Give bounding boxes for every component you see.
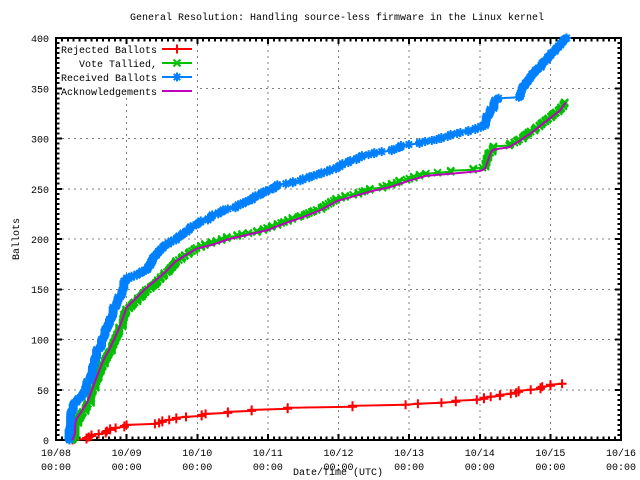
svg-text:400: 400 — [31, 35, 49, 46]
svg-text:10/11: 10/11 — [253, 448, 283, 460]
svg-text:50: 50 — [37, 387, 49, 398]
svg-text:150: 150 — [31, 286, 49, 297]
svg-text:00:00: 00:00 — [182, 463, 212, 474]
svg-text:250: 250 — [31, 186, 49, 197]
svg-text:10/16: 10/16 — [606, 448, 636, 460]
svg-text:00:00: 00:00 — [253, 463, 283, 474]
svg-text:00:00: 00:00 — [112, 463, 142, 474]
svg-text:General Resolution: Handling s: General Resolution: Handling source-less… — [130, 12, 544, 24]
svg-text:00:00: 00:00 — [535, 463, 565, 474]
svg-text:300: 300 — [31, 136, 49, 147]
svg-text:00:00: 00:00 — [323, 463, 353, 474]
svg-text:Date/Time (UTC): Date/Time (UTC) — [293, 467, 383, 479]
svg-text:10/09: 10/09 — [112, 448, 142, 460]
svg-text:0: 0 — [43, 437, 49, 448]
svg-text:10/15: 10/15 — [535, 448, 565, 460]
svg-text:350: 350 — [31, 85, 49, 96]
svg-text:00:00: 00:00 — [394, 463, 424, 474]
svg-text:Acknowledgements: Acknowledgements — [61, 87, 157, 99]
svg-text:Rejected Ballots: Rejected Ballots — [61, 45, 157, 57]
svg-text:10/14: 10/14 — [465, 448, 495, 460]
svg-text:10/08: 10/08 — [41, 448, 71, 460]
svg-text:Ballots: Ballots — [11, 218, 23, 260]
svg-text:00:00: 00:00 — [41, 463, 71, 474]
svg-text:Vote Tallied,: Vote Tallied, — [79, 59, 157, 71]
svg-text:00:00: 00:00 — [606, 463, 636, 474]
svg-text:10/13: 10/13 — [394, 448, 424, 460]
svg-text:100: 100 — [31, 337, 49, 348]
svg-text:10/12: 10/12 — [323, 448, 353, 460]
svg-text:00:00: 00:00 — [465, 463, 495, 474]
svg-text:10/10: 10/10 — [182, 448, 212, 460]
svg-text:200: 200 — [31, 236, 49, 247]
svg-text:Received Ballots: Received Ballots — [61, 73, 157, 85]
